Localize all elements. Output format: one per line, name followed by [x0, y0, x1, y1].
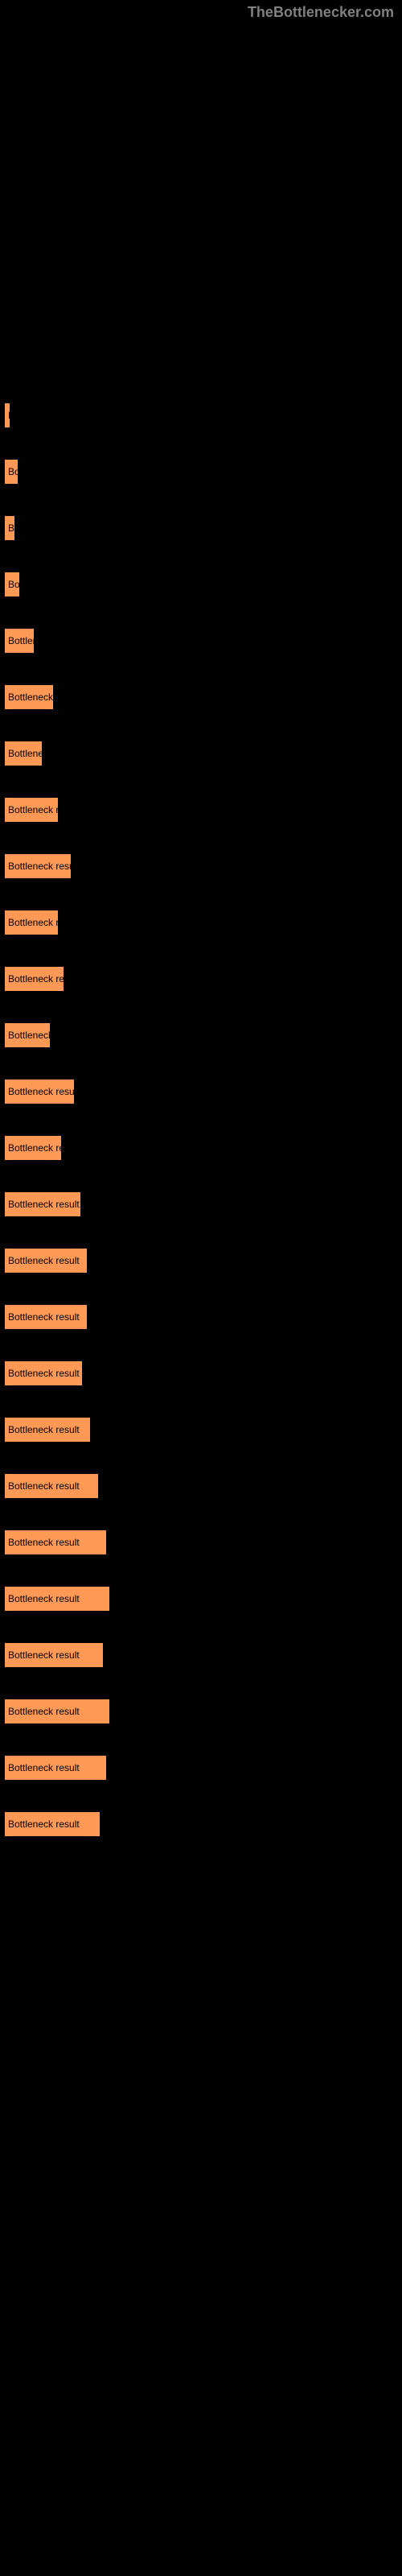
- chart-bar: Bottleneck result: [4, 1079, 75, 1104]
- chart-bar: Bottlen: [4, 628, 35, 654]
- bar-row: Bottleneck res: [4, 966, 402, 992]
- bar-row: Bottleneck re: [4, 910, 402, 935]
- chart-bar: Bottleneck result: [4, 1304, 88, 1330]
- bar-row: Bottleneck result: [4, 1642, 402, 1668]
- bar-row: Bo: [4, 572, 402, 597]
- chart-bar: Bottleneck re: [4, 910, 59, 935]
- chart-bar: B: [4, 515, 15, 541]
- bar-row: Bottlene: [4, 741, 402, 766]
- chart-bar: Bottleneck: [4, 1022, 51, 1048]
- chart-bar: Bottleneck result: [4, 1360, 83, 1386]
- bar-row: Bottleneck result: [4, 1530, 402, 1555]
- bar-row: Bottleneck res: [4, 1135, 402, 1161]
- chart-bar: Bo: [4, 572, 20, 597]
- chart-bar: Bottleneck res: [4, 1135, 62, 1161]
- bar-row: Bottleneck result: [4, 1079, 402, 1104]
- chart-bar: Bottleneck r: [4, 684, 54, 710]
- chart-bar: Bottleneck result: [4, 1642, 104, 1668]
- bar-row: Bottleneck result: [4, 1248, 402, 1274]
- bar-row: Bottlen: [4, 628, 402, 654]
- chart-bar: Bottleneck result: [4, 1417, 91, 1443]
- bar-row: Bottleneck result: [4, 1586, 402, 1612]
- bar-row: Bottleneck result: [4, 1473, 402, 1499]
- chart-bar: Bottleneck result: [4, 1191, 81, 1217]
- bar-row: Bottleneck result: [4, 1811, 402, 1837]
- chart-bar: Bottlene: [4, 741, 43, 766]
- chart-bar: Bottleneck re: [4, 797, 59, 823]
- bar-row: Bottleneck result: [4, 1191, 402, 1217]
- chart-bar: Bottleneck result: [4, 1586, 110, 1612]
- chart-bar: Bottleneck result: [4, 853, 72, 879]
- chart-bar: Bottleneck result: [4, 1473, 99, 1499]
- chart-bar: Bottleneck result: [4, 1811, 100, 1837]
- bar-chart: B Bo B Bo Bottlen Bottleneck r Bottlene Bottlen…: [0, 0, 402, 1884]
- bar-row: Bottleneck result: [4, 1360, 402, 1386]
- chart-bar: Bottleneck result: [4, 1699, 110, 1724]
- bar-row: Bottleneck r: [4, 684, 402, 710]
- chart-bar: Bo: [4, 459, 18, 485]
- bar-row: Bottleneck result: [4, 1755, 402, 1781]
- chart-bar: Bottleneck result: [4, 1755, 107, 1781]
- chart-bar: Bottleneck result: [4, 1530, 107, 1555]
- bar-row: B: [4, 402, 402, 428]
- chart-bar: Bottleneck res: [4, 966, 64, 992]
- bar-row: Bottleneck: [4, 1022, 402, 1048]
- bar-row: Bottleneck result: [4, 1417, 402, 1443]
- chart-bar: B: [4, 402, 10, 428]
- bar-row: Bottleneck re: [4, 797, 402, 823]
- chart-bar: Bottleneck result: [4, 1248, 88, 1274]
- bar-row: Bottleneck result: [4, 1699, 402, 1724]
- watermark-text: TheBottlenecker.com: [248, 4, 394, 21]
- bar-row: B: [4, 515, 402, 541]
- bar-row: Bottleneck result: [4, 1304, 402, 1330]
- bar-row: Bottleneck result: [4, 853, 402, 879]
- bar-row: Bo: [4, 459, 402, 485]
